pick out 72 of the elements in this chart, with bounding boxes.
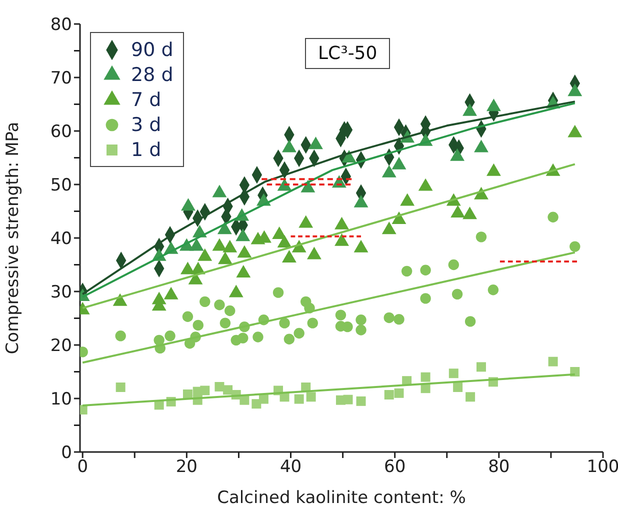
point xyxy=(476,362,486,372)
point xyxy=(401,266,412,277)
point xyxy=(452,288,463,300)
point xyxy=(570,241,580,252)
point xyxy=(453,382,463,392)
point xyxy=(164,330,176,342)
point xyxy=(356,396,366,406)
x-tick-label: 40 xyxy=(280,457,302,478)
point xyxy=(200,296,210,308)
legend-label: 7 d xyxy=(131,88,162,110)
point xyxy=(342,321,353,332)
point xyxy=(464,316,476,327)
point xyxy=(335,310,346,320)
point xyxy=(548,212,558,222)
y-tick-label: 60 xyxy=(50,122,72,142)
point xyxy=(116,382,126,392)
point xyxy=(420,293,431,304)
point xyxy=(214,300,225,310)
y-tick-label: 10 xyxy=(50,390,72,410)
point xyxy=(240,395,250,405)
point xyxy=(115,330,126,342)
point xyxy=(476,232,487,242)
point xyxy=(420,264,431,276)
y-tick-label: 50 xyxy=(50,176,72,196)
y-tick-label: 70 xyxy=(50,68,72,89)
point xyxy=(307,318,318,328)
point xyxy=(294,394,304,404)
point xyxy=(258,394,268,404)
legend-label: 90 d xyxy=(131,38,174,60)
point xyxy=(279,318,290,328)
point xyxy=(192,320,204,331)
point xyxy=(448,259,459,270)
x-axis-title: Calcined kaolinite content: % xyxy=(217,488,466,505)
point xyxy=(384,390,394,400)
point xyxy=(343,394,353,404)
point xyxy=(420,372,430,382)
point xyxy=(356,314,366,326)
x-tick-label: 20 xyxy=(176,457,198,478)
y-tick-label: 20 xyxy=(50,336,72,356)
point xyxy=(272,287,284,298)
point xyxy=(284,334,295,344)
x-tick-label: 80 xyxy=(488,457,510,478)
y-tick-label: 0 xyxy=(61,443,72,464)
point xyxy=(182,311,194,322)
point xyxy=(238,332,248,344)
point xyxy=(220,318,231,328)
point xyxy=(223,385,233,395)
point xyxy=(488,284,499,296)
point xyxy=(224,305,236,316)
point xyxy=(356,324,366,336)
point xyxy=(214,382,224,392)
legend-label: 28 d xyxy=(131,64,174,86)
y-tick-label: 40 xyxy=(50,229,72,250)
point xyxy=(448,368,458,378)
point xyxy=(384,312,394,324)
y-tick-label: 30 xyxy=(50,282,72,303)
legend-label: 3 d xyxy=(131,114,162,136)
x-tick-label: 0 xyxy=(77,457,88,478)
annotation: LC³-50 xyxy=(305,38,390,69)
y-axis-title: Compressive strength: MPa xyxy=(3,122,24,354)
y-tick-label: 80 xyxy=(50,15,72,36)
point xyxy=(548,356,558,366)
x-tick-label: 100 xyxy=(586,457,618,478)
x-tick-label: 60 xyxy=(384,457,406,478)
point xyxy=(306,392,316,402)
point xyxy=(466,392,476,402)
legend-label: 1 d xyxy=(131,138,162,160)
point xyxy=(200,386,210,396)
point xyxy=(394,314,404,325)
point xyxy=(294,328,304,339)
point xyxy=(252,332,264,342)
point xyxy=(394,388,404,398)
